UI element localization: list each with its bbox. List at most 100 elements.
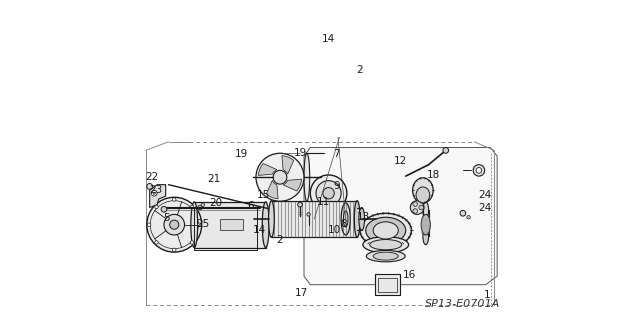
Text: 21: 21 <box>207 174 221 184</box>
Circle shape <box>155 205 158 209</box>
Circle shape <box>147 183 152 189</box>
Text: 10: 10 <box>328 225 341 235</box>
Ellipse shape <box>316 181 341 206</box>
Circle shape <box>153 192 156 194</box>
Text: 20: 20 <box>209 198 222 208</box>
Text: 19: 19 <box>293 148 307 158</box>
Text: 11: 11 <box>317 197 330 207</box>
Ellipse shape <box>413 178 433 203</box>
Text: 23: 23 <box>148 185 162 195</box>
Circle shape <box>413 209 417 213</box>
Circle shape <box>443 147 449 153</box>
Text: SP13-E0701A: SP13-E0701A <box>425 299 500 309</box>
Circle shape <box>173 198 176 201</box>
Ellipse shape <box>370 240 402 250</box>
Ellipse shape <box>341 203 350 235</box>
Ellipse shape <box>410 201 424 214</box>
Text: 12: 12 <box>394 156 407 166</box>
Ellipse shape <box>373 222 398 239</box>
Text: 7: 7 <box>333 149 340 159</box>
Circle shape <box>307 213 310 216</box>
Ellipse shape <box>304 153 310 201</box>
Polygon shape <box>283 179 301 191</box>
Polygon shape <box>304 147 497 285</box>
Circle shape <box>152 190 157 196</box>
Circle shape <box>273 170 287 184</box>
Polygon shape <box>259 164 277 175</box>
Ellipse shape <box>373 252 398 260</box>
Ellipse shape <box>366 250 405 262</box>
Bar <box>195 202 266 248</box>
Circle shape <box>161 206 167 212</box>
Polygon shape <box>282 156 294 174</box>
Circle shape <box>476 167 482 173</box>
Text: 14: 14 <box>253 225 266 235</box>
Ellipse shape <box>423 227 429 245</box>
Circle shape <box>170 220 179 229</box>
Ellipse shape <box>191 202 198 248</box>
Circle shape <box>155 241 158 244</box>
Circle shape <box>198 205 202 210</box>
Ellipse shape <box>421 214 430 235</box>
Circle shape <box>577 265 583 271</box>
Text: 5: 5 <box>163 213 170 223</box>
Ellipse shape <box>365 217 406 243</box>
Ellipse shape <box>423 202 429 219</box>
Bar <box>572 170 640 227</box>
Text: 14: 14 <box>322 34 335 44</box>
Circle shape <box>473 165 484 176</box>
Text: 15: 15 <box>257 190 270 200</box>
Circle shape <box>164 214 184 235</box>
Ellipse shape <box>344 211 348 227</box>
Ellipse shape <box>567 170 576 227</box>
Bar <box>375 274 400 295</box>
Circle shape <box>147 197 202 252</box>
Circle shape <box>256 153 304 201</box>
Ellipse shape <box>355 201 360 237</box>
Ellipse shape <box>596 255 604 280</box>
Polygon shape <box>266 180 278 199</box>
Circle shape <box>413 202 417 206</box>
Ellipse shape <box>323 188 334 199</box>
Text: 24: 24 <box>478 190 492 200</box>
Circle shape <box>460 211 466 216</box>
Circle shape <box>201 203 205 206</box>
Polygon shape <box>595 159 617 170</box>
Bar <box>271 201 357 237</box>
Bar <box>378 278 397 292</box>
Text: 17: 17 <box>295 287 308 298</box>
Text: 18: 18 <box>427 170 440 180</box>
Ellipse shape <box>262 202 269 248</box>
Text: 24: 24 <box>478 203 492 213</box>
Text: 9: 9 <box>333 181 340 191</box>
Text: 13: 13 <box>357 212 371 222</box>
Ellipse shape <box>416 187 429 203</box>
Ellipse shape <box>360 213 412 248</box>
Circle shape <box>173 248 176 252</box>
Circle shape <box>467 216 470 219</box>
Text: 2: 2 <box>276 235 283 245</box>
Circle shape <box>298 202 302 207</box>
Ellipse shape <box>636 170 640 227</box>
Circle shape <box>598 263 607 272</box>
Circle shape <box>198 223 201 226</box>
Text: 22: 22 <box>145 172 158 182</box>
Text: 6: 6 <box>247 201 254 211</box>
Ellipse shape <box>359 208 365 230</box>
Ellipse shape <box>579 255 586 280</box>
Ellipse shape <box>269 201 275 237</box>
Text: 1: 1 <box>484 290 490 300</box>
Circle shape <box>419 205 424 210</box>
Ellipse shape <box>310 175 347 211</box>
Bar <box>195 208 257 250</box>
Bar <box>220 219 243 230</box>
Text: 19: 19 <box>235 149 248 159</box>
Text: 8: 8 <box>340 219 347 229</box>
Circle shape <box>190 241 194 244</box>
Circle shape <box>147 223 151 226</box>
Text: 2: 2 <box>356 65 364 75</box>
Text: 25: 25 <box>196 219 209 229</box>
Ellipse shape <box>363 237 408 253</box>
Text: 16: 16 <box>403 270 416 280</box>
Circle shape <box>190 205 194 209</box>
